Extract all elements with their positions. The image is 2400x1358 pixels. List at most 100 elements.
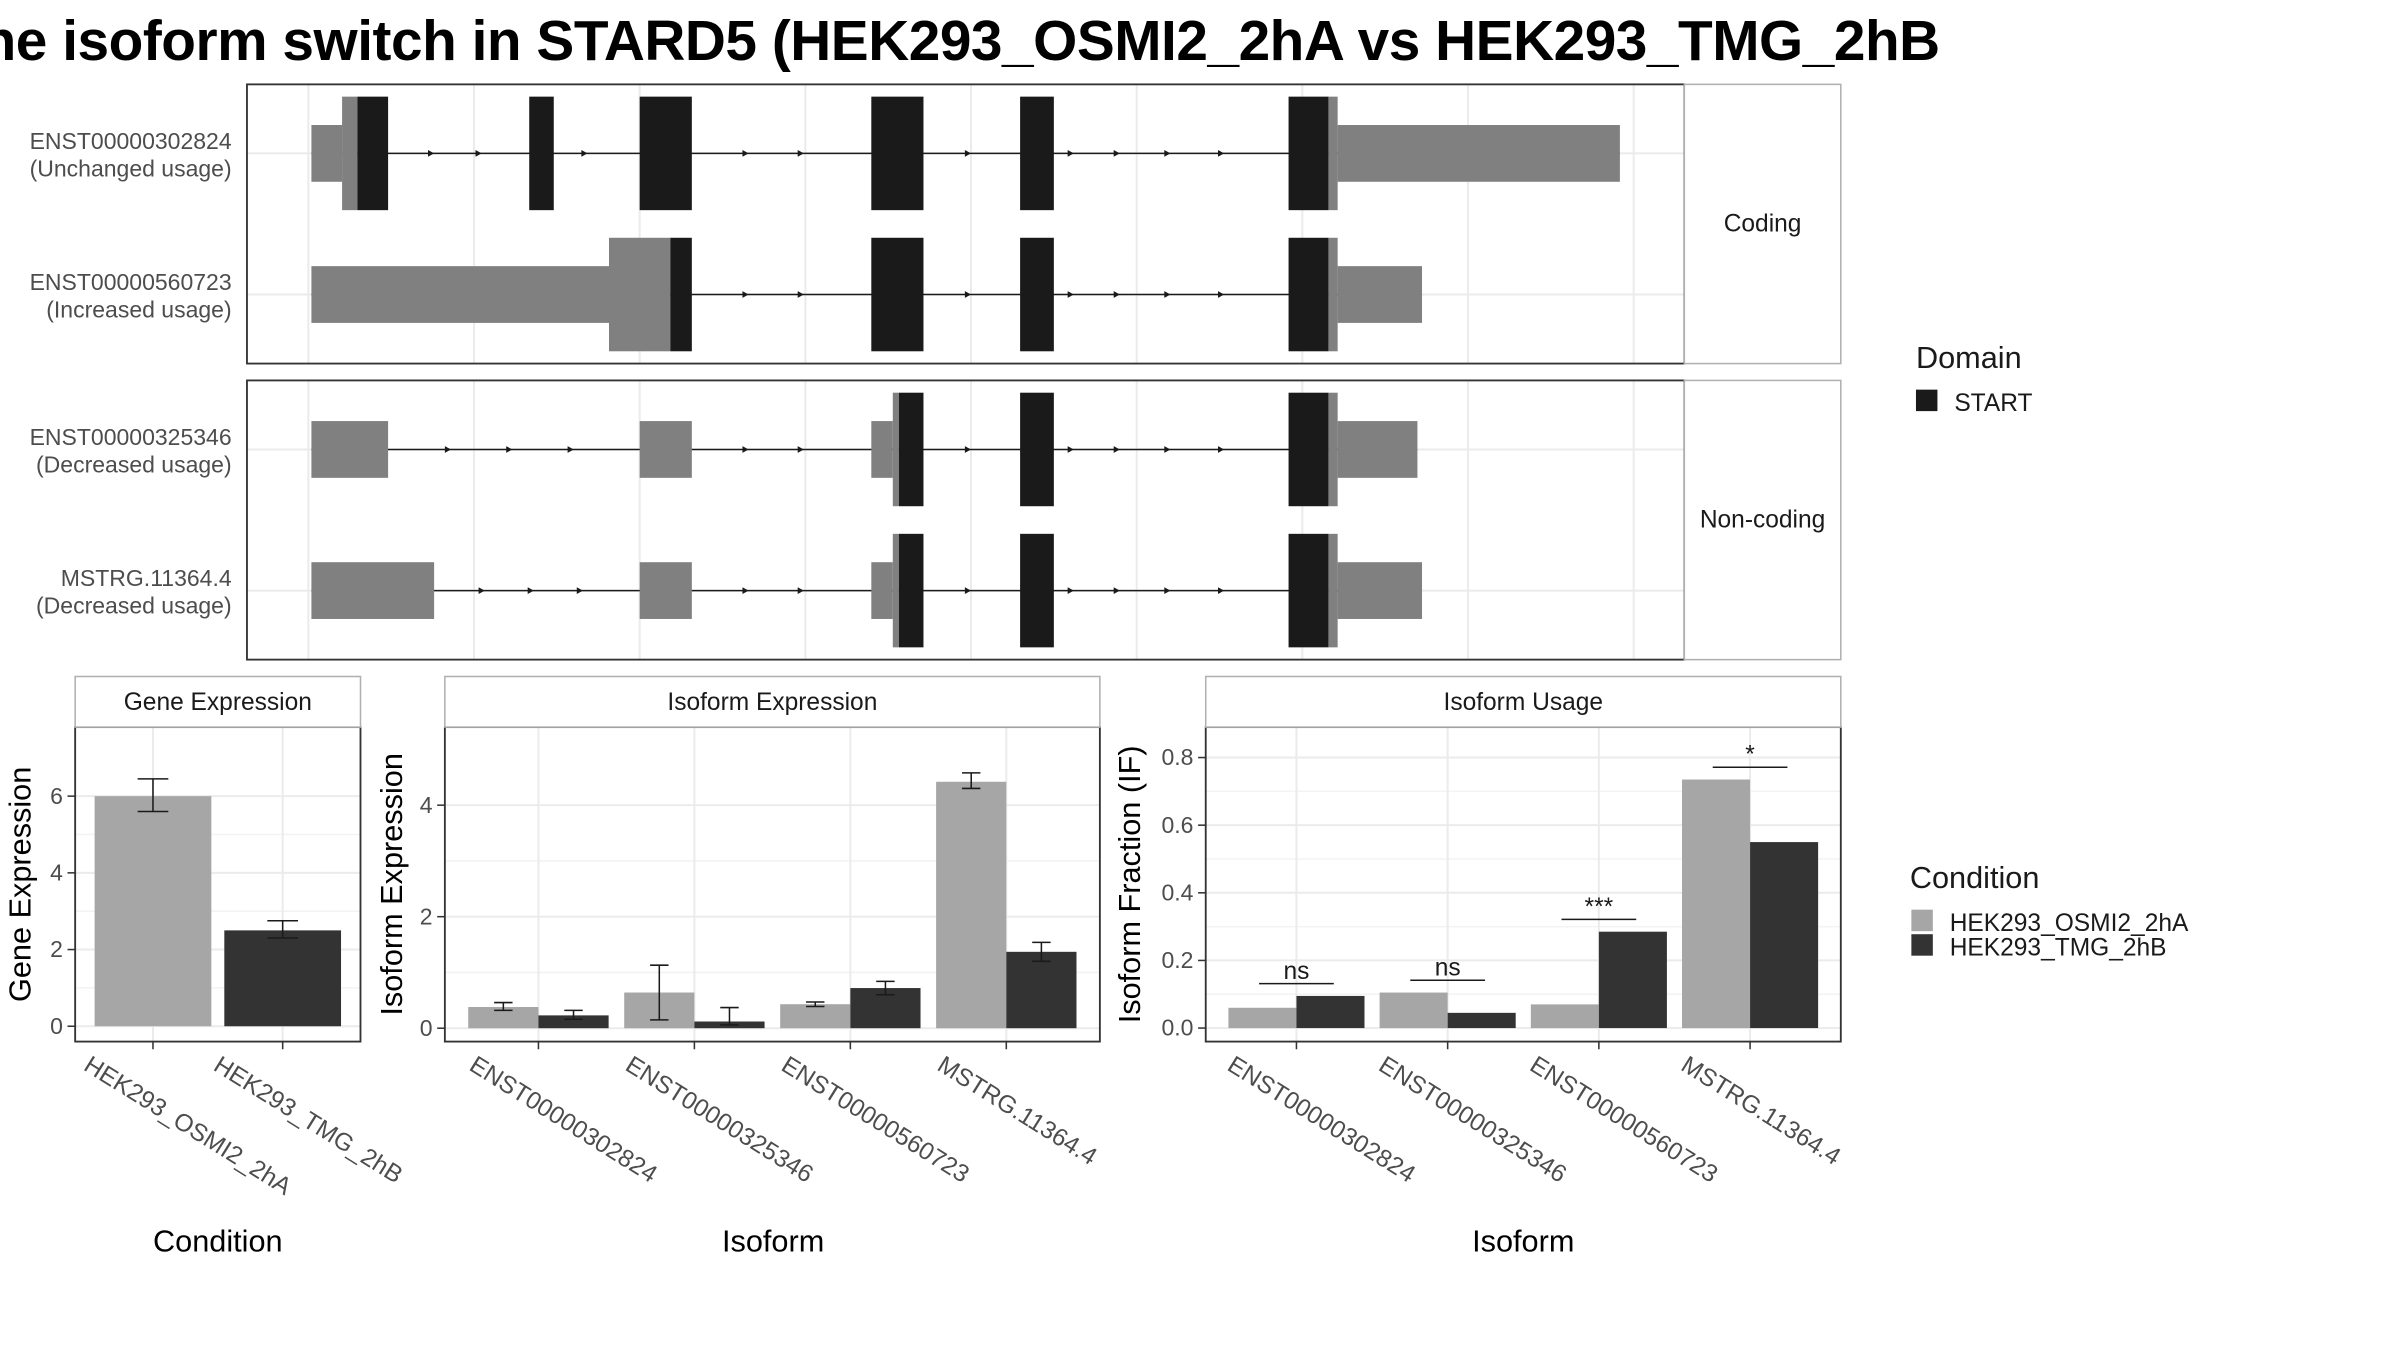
intron-arrow <box>742 291 749 298</box>
bar <box>1379 992 1448 1029</box>
x-axis-title: Condition <box>153 1224 283 1259</box>
error-bar <box>720 1006 739 1026</box>
transcript-label: ENST00000325346(Decreased usage) <box>30 424 232 478</box>
intron-arrow <box>964 587 972 594</box>
intron-arrow <box>1164 291 1171 298</box>
domain-exon <box>1288 96 1329 211</box>
legend-label: START <box>1954 390 2032 417</box>
bar <box>1296 995 1365 1029</box>
transcript-usage: (Unchanged usage) <box>30 155 232 181</box>
intron-arrow <box>1217 587 1225 594</box>
exon <box>892 392 899 507</box>
legend-key <box>1915 389 1938 412</box>
intron-arrow <box>1113 587 1120 594</box>
intron-arrow <box>1113 446 1120 453</box>
x-tick-label: MSTRG.11364.4 <box>933 1051 1102 1170</box>
intron-arrow <box>1067 291 1074 298</box>
y-tick-label: 0.6 <box>1161 812 1193 838</box>
bar <box>1447 1012 1516 1029</box>
domain-exon <box>1020 392 1054 507</box>
x-tick-label: HEK293_OSMI2_2hA <box>79 1051 296 1201</box>
transcript-id: MSTRG.11364.4 <box>61 565 232 591</box>
chart-title: Isoform Expression <box>667 689 877 716</box>
domain-exon <box>639 96 692 211</box>
error-bar <box>876 980 895 996</box>
intron-arrow <box>1113 150 1120 157</box>
error-bar <box>1032 941 1051 963</box>
exon <box>892 533 899 648</box>
legend-label: HEK293_TMG_2hB <box>1950 935 2167 962</box>
intron-arrow <box>742 446 749 453</box>
transcript-panel-noncoding: ENST00000325346(Decreased usage) MSTRG.11… <box>30 379 1842 661</box>
y-tick-label: 0.4 <box>1161 879 1193 905</box>
domain-exon <box>871 96 924 211</box>
exon <box>1337 266 1423 323</box>
intron-arrow <box>797 291 804 298</box>
exon <box>311 125 343 182</box>
y-tick-label: 6 <box>50 783 63 809</box>
bar <box>468 1007 539 1029</box>
facet-strip-label: Non-coding <box>1700 507 1825 534</box>
y-tick-label: 0 <box>50 1013 63 1039</box>
error-bar <box>806 1001 825 1008</box>
isoform-usage-chart: ns ns****Isoform Usage0.00.20.40.60.8ENST… <box>1112 675 1845 1259</box>
error-bar <box>494 1001 513 1012</box>
y-axis-title: Isoform Fraction (IF) <box>1112 745 1147 1023</box>
exon <box>871 562 893 619</box>
domain-exon <box>1288 533 1329 648</box>
facet-strip <box>1683 379 1842 661</box>
significance-label: *** <box>1585 894 1614 921</box>
exon <box>342 96 358 211</box>
significance-label: ns <box>1435 955 1461 982</box>
intron-arrow <box>964 291 972 298</box>
exon <box>311 421 389 478</box>
facet-strip <box>74 675 362 728</box>
exon <box>608 237 671 352</box>
transcript-panel-coding: ENST00000302824(Unchanged usage) ENST0000… <box>30 83 1842 365</box>
intron-arrow <box>1113 291 1120 298</box>
intron-arrow <box>797 587 804 594</box>
intron-arrow <box>581 150 588 157</box>
exon <box>1328 533 1338 648</box>
intron-arrow <box>1217 150 1225 157</box>
legend-key <box>1911 909 1933 932</box>
exon <box>639 421 692 478</box>
bar <box>538 1015 609 1029</box>
y-tick-label: 0.8 <box>1161 744 1193 770</box>
legend-label: HEK293_OSMI2_2hA <box>1950 910 2189 937</box>
y-axis-title: Gene Expression <box>3 767 38 1002</box>
y-tick-label: 4 <box>420 792 433 818</box>
facet-strip <box>1204 675 1842 728</box>
exon <box>1328 392 1338 507</box>
domain-exon <box>529 96 554 211</box>
figure-title: ne isoform switch in STARD5 (HEK293_OSMI… <box>0 9 1940 73</box>
bar <box>1598 931 1667 1029</box>
transcript-id: ENST00000302824 <box>30 128 232 154</box>
transcript-id: ENST00000560723 <box>30 269 232 295</box>
domain-exon <box>1288 392 1329 507</box>
exon <box>639 562 692 619</box>
x-axis-title: Isoform <box>1472 1224 1574 1259</box>
error-bar <box>650 964 669 1021</box>
transcript-label: ENST00000560723(Increased usage) <box>30 269 232 323</box>
chart-title: Isoform Usage <box>1444 689 1604 716</box>
intron-arrow <box>444 446 451 453</box>
transcript-label: MSTRG.11364.4(Decreased usage) <box>36 565 232 619</box>
bar <box>780 1004 851 1029</box>
domain-legend: Domain START <box>1915 340 2032 417</box>
exon <box>1337 421 1418 478</box>
exon <box>1328 96 1338 211</box>
domain-exon <box>670 237 692 352</box>
domain-exon <box>898 533 924 648</box>
intron-arrow <box>964 150 972 157</box>
y-tick-label: 4 <box>50 860 63 886</box>
y-tick-label: 0 <box>420 1015 433 1041</box>
y-tick-label: 0.0 <box>1161 1015 1193 1041</box>
significance-label: * <box>1745 742 1755 769</box>
x-axis-title: Isoform <box>722 1224 824 1259</box>
transcript-usage: (Decreased usage) <box>36 451 232 477</box>
intron-arrow <box>1067 446 1074 453</box>
exon <box>311 266 609 323</box>
